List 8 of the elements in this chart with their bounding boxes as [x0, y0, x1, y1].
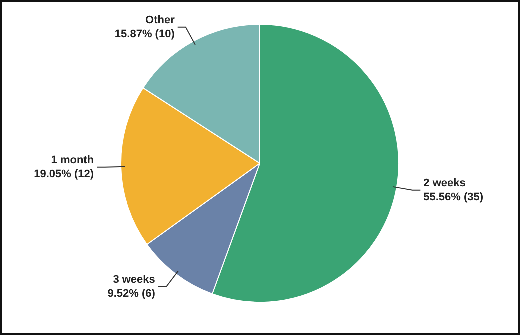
slice-label: 3 weeks	[113, 274, 156, 286]
data-label: 19.05% (12)	[34, 168, 94, 180]
data-label: 15.87% (10)	[114, 28, 176, 40]
slice-label: 1 month	[51, 154, 94, 166]
data-label: 55.56% (35)	[424, 191, 484, 204]
data-label: 9.52% (6)	[108, 288, 156, 300]
slice-label: 2 weeks	[424, 177, 466, 190]
slice-label: Other	[146, 14, 176, 26]
